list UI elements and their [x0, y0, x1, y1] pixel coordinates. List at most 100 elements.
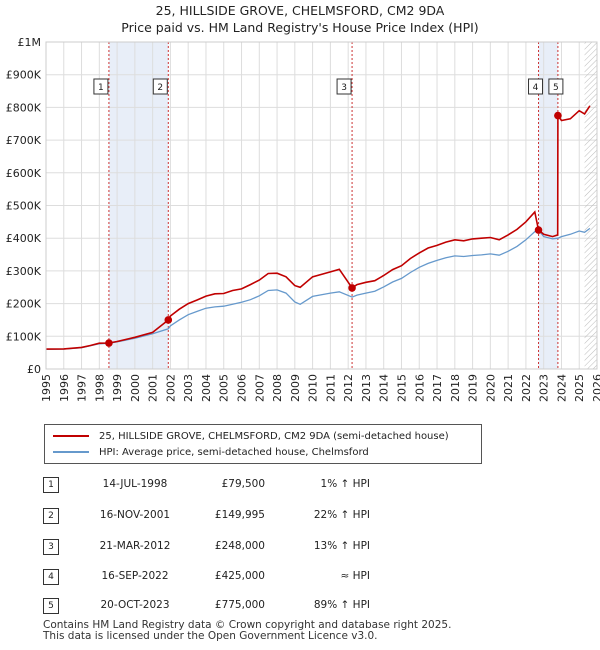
sale-number: 3 [43, 539, 59, 555]
sale-label-box [548, 78, 564, 95]
y-tick-label: £600K [6, 167, 42, 180]
y-tick-label: £300K [6, 265, 42, 278]
price-chart: 1 2 3 4 5 £0 £100K £200K £300K £400K £500K £600K £7… [6, 36, 600, 402]
x-tick-label: 2008 [271, 374, 284, 402]
hpi-line [45, 227, 591, 351]
x-tick-label: 2009 [289, 374, 302, 402]
sale-hpi-relation: ≈ HPI [340, 570, 370, 582]
x-tick-label: 1995 [40, 374, 53, 402]
x-tick-label: 2006 [236, 374, 249, 402]
sale-row: 1 14-JUL-1998 £79,500 1% ↑ HPI [0, 474, 600, 494]
legend-swatch-hpi [53, 451, 89, 453]
chart-title: 25, HILLSIDE GROVE, CHELMSFORD, CM2 9DA [155, 3, 445, 18]
x-tick-label: 2013 [360, 374, 373, 402]
x-tick-label: 2014 [378, 374, 391, 402]
x-tick-label: 1999 [111, 374, 124, 402]
x-tick-label: 2005 [218, 374, 231, 402]
sale-price: £775,000 [214, 599, 265, 611]
price-paid-line [45, 105, 591, 350]
sale-date: 16-SEP-2022 [101, 570, 169, 582]
legend-item-price: 25, HILLSIDE GROVE, CHELMSFORD, CM2 9DA … [53, 428, 449, 444]
footer-attribution: Contains HM Land Registry data © Crown c… [43, 620, 451, 642]
x-tick-label: 2022 [520, 374, 533, 402]
footer-copyright: Contains HM Land Registry data © Crown c… [43, 619, 452, 631]
sale-label: 2 [157, 83, 163, 93]
sale-price: £425,000 [214, 570, 265, 582]
y-tick-label: £900K [6, 69, 42, 82]
sale-hpi-relation: 13% ↑ HPI [313, 540, 370, 552]
sale-number: 4 [43, 569, 59, 585]
x-tick-label: 2024 [555, 374, 568, 402]
sale-date: 20-OCT-2023 [100, 599, 170, 611]
x-tick-label: 2020 [484, 374, 497, 402]
x-tick-label: 2021 [502, 374, 515, 402]
sale-price: £79,500 [221, 478, 265, 490]
x-tick-label: 2026 [591, 374, 600, 402]
sale-label-box [528, 78, 544, 95]
legend-label-hpi: HPI: Average price, semi-detached house,… [99, 446, 369, 458]
y-tick-label: £100K [6, 330, 42, 343]
x-tick-label: 2010 [307, 374, 320, 402]
forecast-hatch [584, 42, 597, 369]
x-tick-label: 2012 [342, 374, 355, 402]
x-tick-label: 2007 [253, 374, 266, 402]
sale-price: £248,000 [214, 540, 265, 552]
sale-row: 3 21-MAR-2012 £248,000 13% ↑ HPI [0, 536, 600, 556]
x-tick-label: 2011 [324, 374, 337, 402]
sale-point [534, 226, 543, 234]
sale-label-box [93, 78, 109, 95]
x-tick-label: 2000 [129, 374, 142, 402]
x-tick-label: 2001 [147, 374, 160, 402]
sale-hpi-relation: 89% ↑ HPI [313, 599, 370, 611]
sale-price: £149,995 [214, 509, 265, 521]
sale-row: 5 20-OCT-2023 £775,000 89% ↑ HPI [0, 595, 600, 615]
sale-label: 1 [98, 83, 104, 93]
sale-label: 4 [533, 83, 539, 93]
sale-date: 16-NOV-2001 [99, 509, 171, 521]
sale-label-box [336, 78, 352, 95]
y-tick-label: £800K [6, 101, 42, 114]
x-tick-label: 1996 [58, 374, 71, 402]
chart-subtitle: Price paid vs. HM Land Registry's House … [121, 20, 479, 35]
sale-point [164, 316, 173, 324]
x-tick-label: 2004 [200, 374, 213, 402]
sale-point [105, 339, 113, 347]
sale-date: 21-MAR-2012 [99, 540, 171, 552]
legend-item-hpi: HPI: Average price, semi-detached house,… [53, 444, 369, 460]
y-tick-label: £500K [6, 200, 42, 213]
sale-date: 14-JUL-1998 [102, 478, 168, 490]
sale-number: 5 [43, 598, 59, 614]
y-tick-label: £0 [27, 363, 41, 376]
x-tick-label: 2016 [413, 374, 426, 402]
plot-frame [45, 41, 598, 370]
sale-hpi-relation: 22% ↑ HPI [313, 509, 370, 521]
y-tick-label: £700K [6, 134, 42, 147]
x-tick-label: 2015 [395, 374, 408, 402]
x-tick-label: 2025 [573, 374, 586, 402]
sale-point [348, 284, 356, 292]
sale-row: 4 16-SEP-2022 £425,000 ≈ HPI [0, 566, 600, 586]
sale-point [554, 111, 562, 120]
legend-swatch-price [53, 435, 89, 437]
x-tick-label: 2019 [467, 374, 480, 402]
x-tick-label: 2003 [182, 374, 195, 402]
x-tick-label: 2017 [431, 374, 444, 402]
sale-label: 5 [553, 83, 559, 93]
y-tick-label: £1M [18, 36, 42, 49]
legend-label-price: 25, HILLSIDE GROVE, CHELMSFORD, CM2 9DA … [99, 430, 449, 442]
x-tick-label: 1997 [76, 374, 89, 402]
footer-license: This data is licensed under the Open Gov… [43, 630, 378, 642]
x-tick-label: 1998 [93, 374, 106, 402]
sale-number: 1 [43, 477, 59, 493]
sale-hpi-relation: 1% ↑ HPI [320, 478, 370, 490]
sale-number: 2 [43, 508, 59, 524]
x-tick-label: 2023 [538, 374, 551, 402]
chart-legend: 25, HILLSIDE GROVE, CHELMSFORD, CM2 9DA … [44, 424, 482, 464]
x-tick-label: 2002 [164, 374, 177, 402]
x-tick-label: 2018 [449, 374, 462, 402]
y-tick-label: £200K [6, 298, 42, 311]
sale-label: 3 [341, 83, 347, 93]
y-tick-label: £400K [6, 232, 42, 245]
sale-label-box [152, 78, 168, 95]
sale-row: 2 16-NOV-2001 £149,995 22% ↑ HPI [0, 505, 600, 525]
